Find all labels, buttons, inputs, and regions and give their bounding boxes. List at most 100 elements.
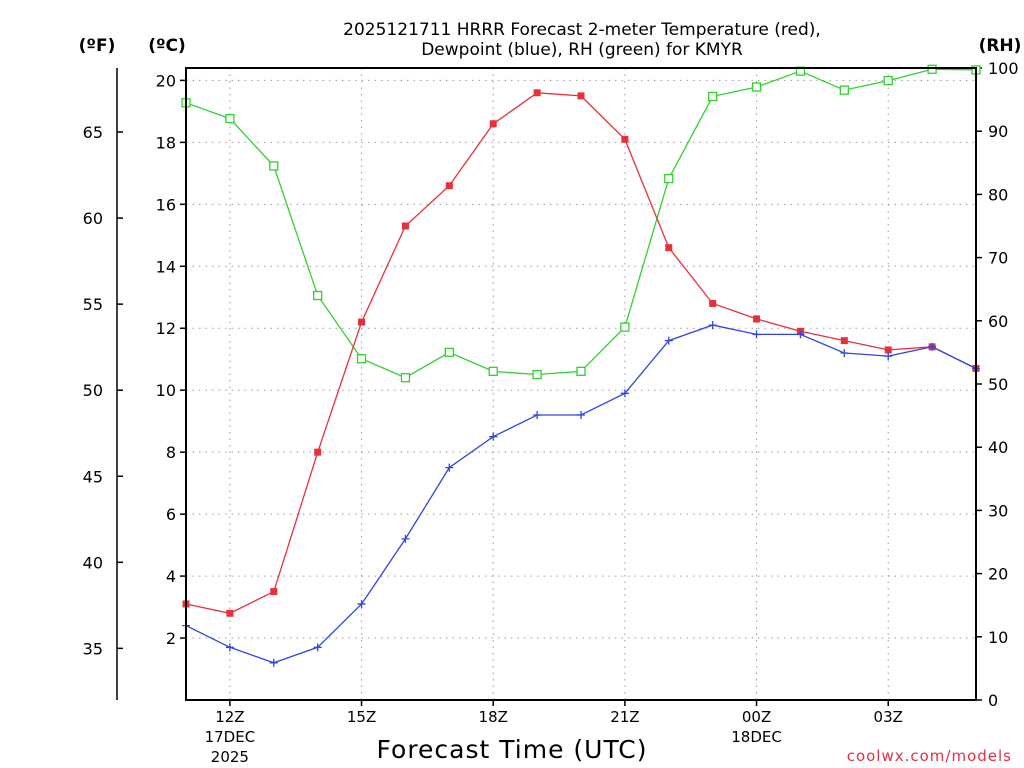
celsius-tick-label: 18 [156, 133, 176, 152]
celsius-tick-label: 16 [156, 195, 176, 214]
temperature-point [314, 448, 322, 456]
x-tick-date-label: 18DEC [731, 728, 782, 746]
celsius-tick-label: 4 [166, 567, 176, 586]
rh-point [751, 82, 762, 92]
rh-point [664, 173, 674, 184]
dewpoint-point [884, 352, 893, 361]
dewpoint-point [664, 336, 673, 345]
temperature-point [753, 315, 761, 323]
rh-ticks: 0 10 20 30 40 50 60 70 80 90 100 [976, 59, 1019, 710]
chart-title-line-2: Dewpoint (blue), RH (green) for KMYR [421, 40, 743, 60]
rh-point [356, 354, 367, 364]
fahrenheit-tick-label: 65 [83, 123, 103, 142]
temperature-point [226, 609, 234, 617]
celsius-tick-label: 12 [156, 319, 176, 338]
temperature-point [445, 182, 453, 190]
rh-point [532, 369, 542, 380]
temperature-point [621, 135, 629, 143]
rh-point [313, 290, 323, 301]
temperature-point [401, 222, 409, 230]
rh-tick-label: 20 [988, 565, 1008, 584]
rh-point [269, 161, 279, 171]
plot-frame [185, 67, 977, 701]
dewpoint-point [357, 599, 366, 608]
celsius-tick-label: 6 [166, 505, 176, 524]
dewpoint-point [620, 389, 629, 398]
credit-text: coolwx.com/models [847, 747, 1012, 765]
celsius-tick-label: 14 [156, 257, 176, 276]
x-axis-ticks: 12Z 17DEC 2025 15Z 18Z 21Z 00Z 18DEC 03Z [205, 700, 903, 766]
celsius-tick-label: 8 [166, 443, 176, 462]
rh-tick-label: 70 [988, 249, 1008, 268]
fahrenheit-tick-label: 55 [83, 295, 103, 314]
fahrenheit-tick-label: 50 [83, 381, 103, 400]
temperature-point [709, 299, 717, 307]
fahrenheit-tick-label: 45 [83, 467, 103, 486]
fahrenheit-tick-label: 35 [83, 639, 103, 658]
rh-tick-label: 100 [988, 59, 1019, 78]
x-tick-label: 12Z [215, 708, 244, 726]
rh-point [839, 85, 849, 95]
x-tick-label: 21Z [610, 708, 639, 726]
celsius-tick-label: 20 [156, 71, 176, 90]
rh-point [883, 75, 893, 86]
rh-tick-label: 30 [988, 501, 1008, 520]
rh-tick-label: 40 [988, 438, 1008, 457]
celsius-tick-label: 10 [156, 381, 176, 400]
dewpoint-point [708, 321, 717, 330]
dewpoint-point [840, 349, 849, 358]
temperature-series-line [185, 92, 977, 614]
fahrenheit-ticks: 35 40 45 50 55 60 65 [83, 123, 123, 658]
dewpoint-point [269, 658, 278, 667]
rh-tick-label: 80 [988, 185, 1008, 204]
x-axis-title: Forecast Time (UTC) [377, 735, 648, 764]
rh-point [488, 366, 498, 377]
rh-point [708, 91, 718, 102]
x-tick-year-label: 2025 [211, 748, 249, 766]
x-tick-label: 00Z [742, 708, 771, 726]
x-tick-label: 03Z [874, 708, 903, 726]
dewpoint-point [533, 410, 542, 419]
temperature-point [270, 588, 278, 596]
rh-point [927, 64, 937, 74]
temperature-point [840, 337, 848, 345]
dewpoint-point [928, 342, 937, 351]
celsius-tick-label: 2 [166, 629, 176, 648]
dewpoint-point [752, 330, 761, 339]
dewpoint-point [313, 643, 322, 652]
y-axis-rh-label: (RH) [979, 36, 1022, 56]
x-tick-label: 18Z [479, 708, 508, 726]
plot-series [181, 64, 981, 667]
fahrenheit-tick-label: 60 [83, 209, 103, 228]
grid-lines [186, 68, 976, 700]
dewpoint-point [445, 463, 454, 472]
dewpoint-point [489, 432, 498, 441]
temperature-point [665, 244, 673, 252]
rh-tick-label: 50 [988, 375, 1008, 394]
rh-point [576, 366, 586, 377]
rh-tick-label: 90 [988, 122, 1008, 141]
rh-point [620, 322, 630, 332]
rh-point [400, 373, 411, 383]
y-axis-fahrenheit-label: (ºF) [79, 36, 116, 56]
rh-series-line [185, 68, 977, 379]
rh-tick-label: 10 [988, 628, 1008, 647]
x-tick-date-label: 17DEC [205, 728, 256, 746]
temperature-point [358, 318, 366, 326]
chart-title-line-1: 2025121711 HRRR Forecast 2-meter Tempera… [343, 20, 821, 40]
dewpoint-point [577, 410, 585, 419]
dewpoint-point [796, 330, 805, 339]
temperature-point [577, 92, 585, 100]
rh-tick-label: 0 [988, 691, 998, 710]
rh-point [225, 113, 235, 124]
temperature-point [884, 346, 892, 354]
dewpoint-point [225, 643, 234, 652]
celsius-ticks: 2 4 6 8 10 12 14 16 18 20 [156, 71, 186, 648]
rh-point [444, 347, 454, 358]
fahrenheit-tick-label: 40 [83, 553, 103, 572]
dewpoint-point [401, 534, 410, 543]
temperature-point [533, 89, 541, 97]
x-tick-label: 15Z [347, 708, 376, 726]
temperature-point [489, 120, 497, 128]
